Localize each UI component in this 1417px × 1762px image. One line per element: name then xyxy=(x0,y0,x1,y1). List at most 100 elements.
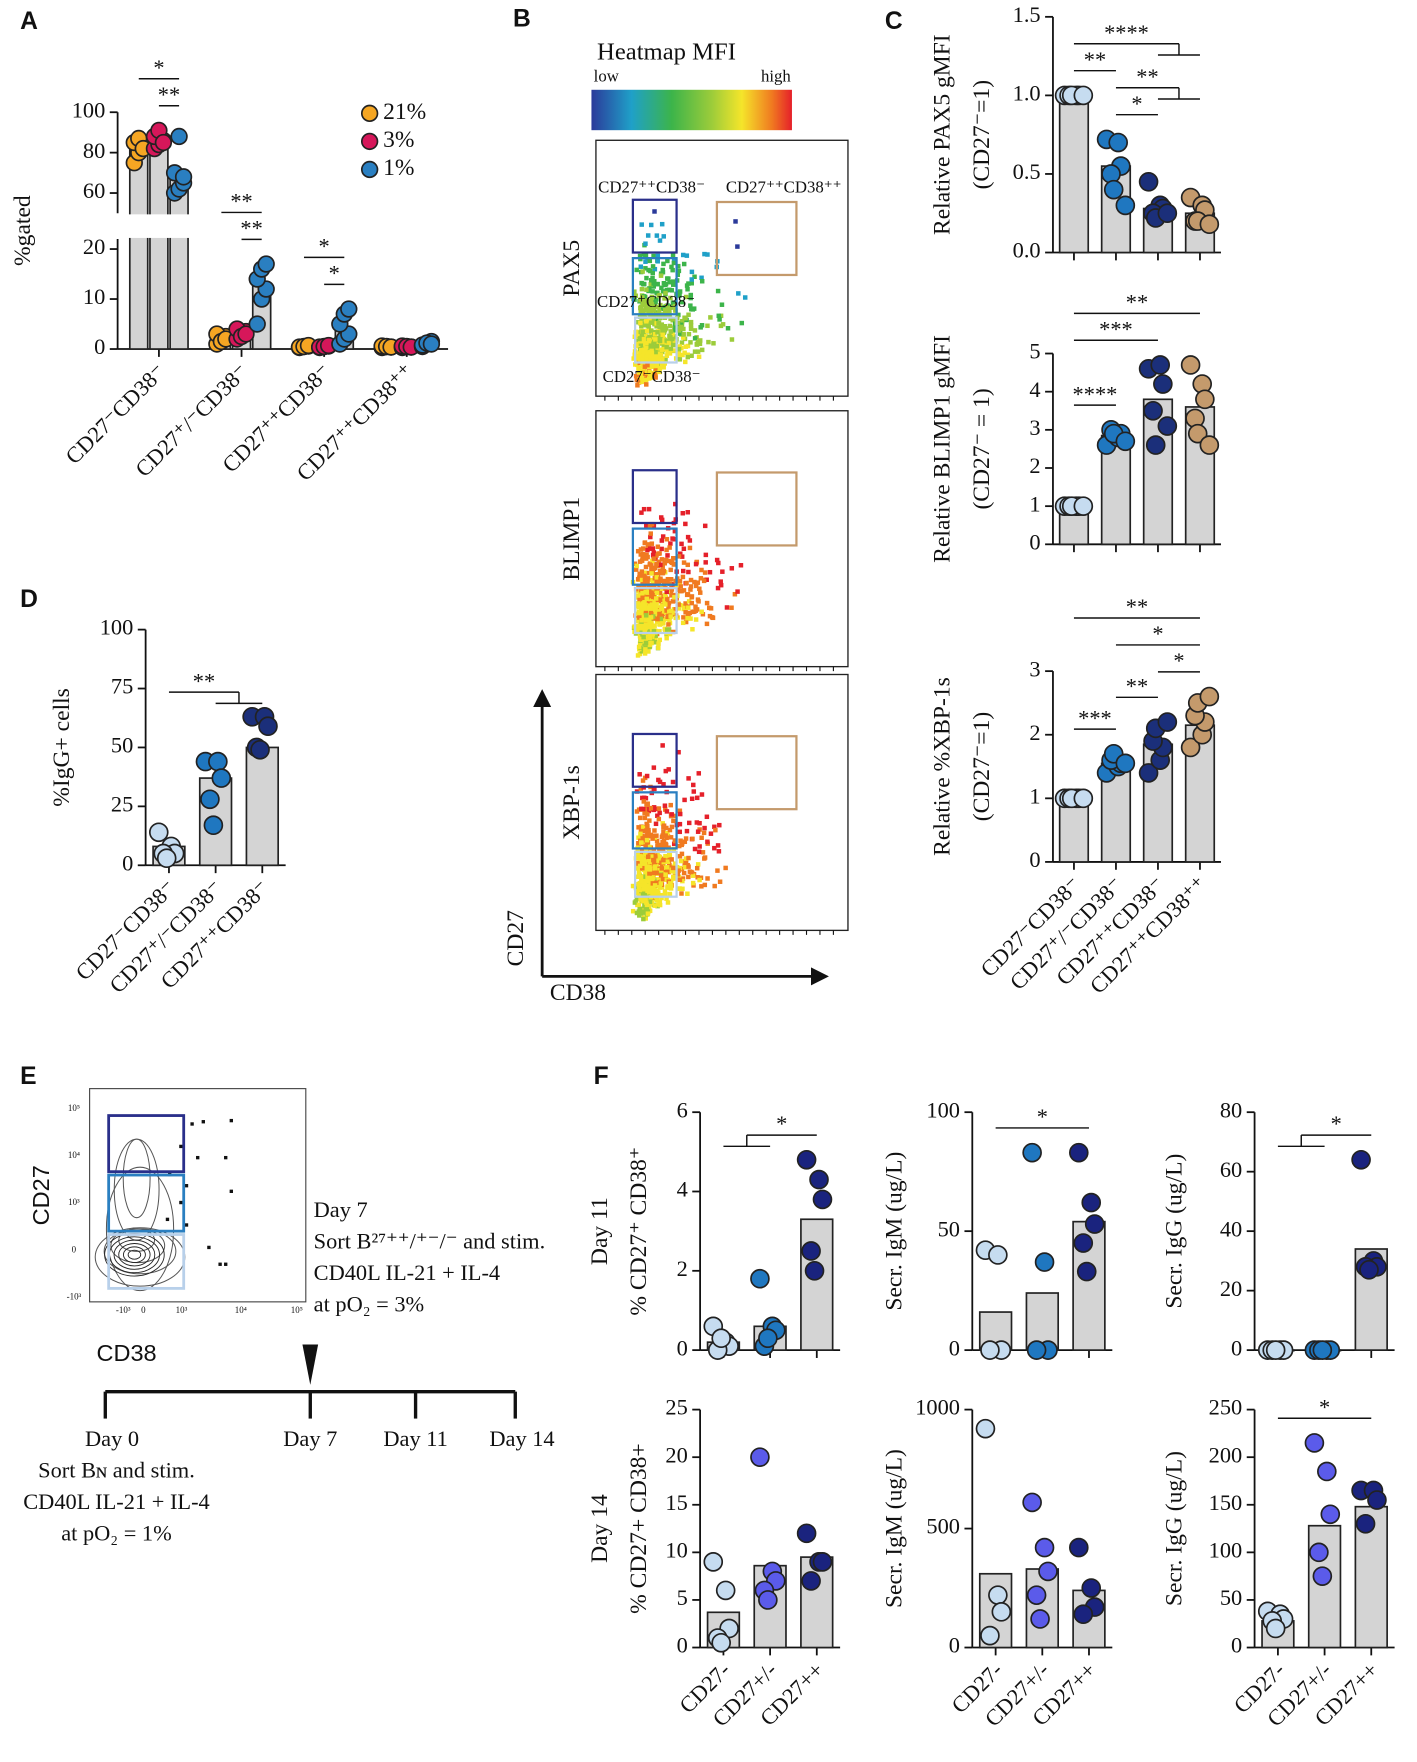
bar xyxy=(1025,1292,1060,1351)
flow-event xyxy=(717,317,722,322)
flow-event xyxy=(662,592,668,598)
data-point xyxy=(1073,1233,1094,1253)
flow-event xyxy=(686,569,691,575)
flow-event xyxy=(652,339,657,345)
flow-event xyxy=(637,559,643,564)
flow-event xyxy=(666,309,672,314)
flow-event xyxy=(637,571,642,577)
flow-event xyxy=(682,839,688,845)
flow-plot-frame xyxy=(89,1088,307,1303)
flow-event xyxy=(678,324,684,330)
y-tick-label: 50 xyxy=(1220,1585,1242,1610)
flow-event xyxy=(665,596,670,602)
flow-event xyxy=(672,561,678,567)
flow-event xyxy=(686,776,691,781)
data-point xyxy=(148,822,169,843)
flow-event xyxy=(692,349,698,354)
y-tick-label: 80 xyxy=(83,138,105,163)
flow-event xyxy=(692,328,698,333)
flow-event xyxy=(666,604,671,610)
flow-event xyxy=(677,357,683,362)
flow-event xyxy=(638,856,643,862)
flow-event xyxy=(635,333,640,339)
flow-event xyxy=(640,295,645,300)
y-axis-label: % CD27⁺ CD38⁺ xyxy=(626,1147,652,1316)
flow-event xyxy=(680,878,685,884)
contour xyxy=(127,1249,142,1260)
flow-event xyxy=(688,292,694,298)
y-axis-label: Secr. IgM (ug/L) xyxy=(882,1152,908,1311)
flow-event xyxy=(642,860,648,865)
flow-event xyxy=(647,376,652,381)
legend-marker xyxy=(360,160,379,179)
flow-event xyxy=(224,1155,228,1160)
bar xyxy=(169,178,189,350)
flow-event xyxy=(640,596,645,602)
flow-event xyxy=(655,340,660,346)
flow-event xyxy=(672,838,678,843)
flow-event xyxy=(661,234,666,239)
data-point xyxy=(801,1571,821,1591)
y-axis-label: (CD27⁻=1) xyxy=(969,80,995,189)
flow-event xyxy=(644,382,649,387)
flow-event xyxy=(679,851,685,857)
flow-event xyxy=(653,375,658,380)
flow-event xyxy=(650,836,655,841)
flow-event xyxy=(698,590,703,595)
flow-event xyxy=(712,883,717,889)
flow-event xyxy=(671,556,676,561)
flow-event xyxy=(677,843,682,849)
data-point xyxy=(988,1245,1008,1265)
y-tick-label: 100 xyxy=(72,97,106,122)
flow-event xyxy=(685,891,690,896)
gate xyxy=(715,471,798,547)
data-point xyxy=(1150,355,1171,375)
flow-event xyxy=(653,806,658,812)
flow-event xyxy=(640,806,646,812)
flow-event xyxy=(667,891,673,897)
flow-event xyxy=(643,916,648,921)
flow-event xyxy=(650,546,656,551)
flow-event xyxy=(654,870,659,876)
flow-event xyxy=(653,633,658,639)
flow-event xyxy=(687,545,693,551)
flow-event xyxy=(657,365,663,371)
flow-event xyxy=(718,582,724,588)
flow-event xyxy=(639,877,644,882)
flow-event xyxy=(634,910,640,916)
flow-event xyxy=(652,828,657,833)
flow-event xyxy=(693,561,699,567)
flow-event xyxy=(698,875,704,880)
flow-event xyxy=(686,331,692,337)
flow-event xyxy=(645,570,650,576)
flow-event xyxy=(660,267,665,273)
flow-event xyxy=(632,297,637,302)
flow-event xyxy=(667,279,672,285)
flow-event xyxy=(671,260,677,266)
flow-event xyxy=(672,595,677,600)
bar xyxy=(149,141,169,350)
flow-event xyxy=(637,356,643,362)
flow-event xyxy=(668,295,673,301)
flow-event xyxy=(703,560,708,565)
y-tick-label: 0.0 xyxy=(1013,238,1041,263)
flow-event xyxy=(686,312,691,317)
y-tick-label: 10⁵ xyxy=(68,1103,80,1113)
gate xyxy=(631,791,678,850)
flow-event xyxy=(660,305,666,310)
flow-event xyxy=(658,515,664,520)
gate-label: CD27⁺⁺CD38⁻ xyxy=(598,177,705,196)
flow-event xyxy=(683,521,688,527)
flow-event xyxy=(655,572,661,577)
flow-event xyxy=(639,286,645,292)
timeline-label: Day 7 xyxy=(283,1426,337,1451)
flow-event xyxy=(662,296,667,301)
flow-event xyxy=(698,325,703,330)
bar xyxy=(245,746,280,867)
flow-event xyxy=(662,561,667,566)
flow-event xyxy=(658,273,664,278)
data-point xyxy=(200,789,220,810)
significance-label: * xyxy=(776,1111,787,1136)
flow-event xyxy=(666,276,671,281)
flow-event xyxy=(702,825,707,831)
